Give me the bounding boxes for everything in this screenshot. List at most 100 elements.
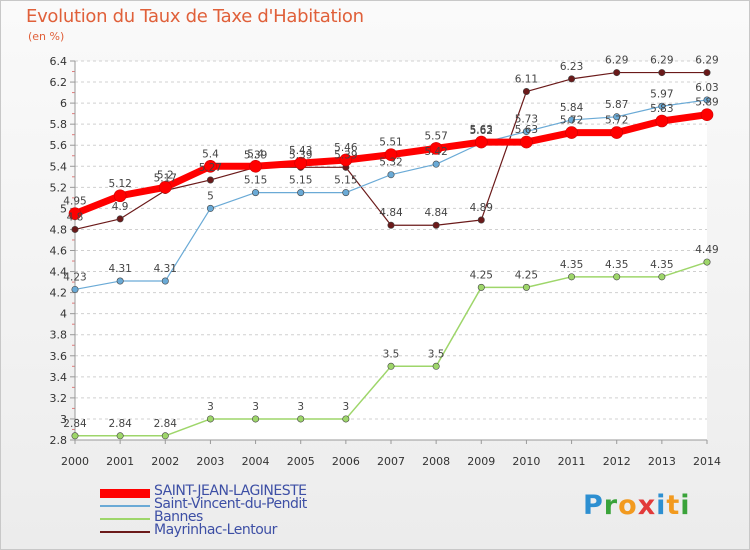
- data-label: 3: [207, 401, 214, 413]
- data-label: 3.5: [428, 348, 445, 360]
- unit-label: (en %): [28, 30, 65, 43]
- data-point: [432, 221, 440, 229]
- data-point: [703, 96, 711, 104]
- legend-label: Saint-Vincent-du-Pendit: [154, 496, 307, 512]
- data-label: 4.31: [154, 263, 177, 275]
- data-label: 4.31: [108, 263, 131, 275]
- data-label: 3: [252, 401, 259, 413]
- data-label: 5.12: [108, 178, 131, 190]
- data-label: 4.35: [560, 259, 583, 271]
- data-label: 5.72: [605, 115, 628, 127]
- y-tick-label: 4.4: [50, 266, 68, 279]
- data-label: 4.25: [515, 269, 538, 281]
- y-tick-label: 5.4: [50, 160, 68, 173]
- x-tick-label: 2006: [332, 455, 360, 468]
- data-point: [342, 189, 350, 197]
- data-point: [429, 142, 443, 155]
- data-label: 6.03: [695, 82, 718, 94]
- data-point: [613, 113, 621, 121]
- data-point: [522, 88, 530, 96]
- data-label: 5.32: [379, 157, 402, 169]
- data-label: 4.9: [112, 201, 129, 213]
- legend-item: Saint-Vincent-du-Pendit: [100, 496, 360, 513]
- legend-swatch: [100, 518, 150, 520]
- legend-label: Bannes: [154, 509, 203, 525]
- x-tick-label: 2000: [61, 455, 89, 468]
- data-point: [568, 116, 576, 124]
- data-label: 4.84: [379, 207, 403, 219]
- data-label: 5.51: [379, 137, 402, 149]
- data-point: [297, 189, 305, 197]
- data-label: 4.23: [63, 271, 86, 283]
- x-tick-label: 2013: [648, 455, 676, 468]
- data-point: [68, 207, 82, 220]
- x-tick-label: 2008: [422, 455, 450, 468]
- data-point: [71, 225, 79, 233]
- y-tick-label: 3.4: [50, 371, 68, 384]
- data-label: 5.83: [650, 103, 673, 115]
- legend-item: Mayrinhac-Lentour: [100, 522, 360, 539]
- data-point: [658, 273, 666, 281]
- plot-area: [75, 61, 707, 440]
- data-point: [613, 273, 621, 281]
- data-point: [252, 189, 260, 197]
- data-label: 5.15: [334, 175, 357, 187]
- data-point: [204, 159, 217, 173]
- data-label: 5.84: [560, 102, 584, 114]
- data-label: 5.97: [650, 88, 673, 100]
- data-label: 5.46: [334, 142, 358, 154]
- data-point: [116, 215, 124, 223]
- y-tick-label: 3: [60, 413, 67, 426]
- data-point: [71, 432, 79, 440]
- x-tick-label: 2009: [467, 455, 495, 468]
- data-label: 3: [297, 401, 304, 413]
- y-tick-label: 4.6: [50, 245, 68, 258]
- x-tick-label: 2010: [512, 455, 540, 468]
- y-tick-label: 4: [60, 308, 67, 321]
- data-label: 5.57: [424, 130, 447, 142]
- legend-item: SAINT-JEAN-LAGINESTE: [100, 483, 360, 500]
- data-label: 4.49: [695, 244, 718, 256]
- y-tick-label: 3.8: [50, 329, 68, 342]
- data-label: 4.84: [424, 207, 448, 219]
- proxiti-logo: Proxiti: [583, 490, 691, 521]
- y-tick-label: 3.2: [50, 392, 68, 405]
- data-point: [116, 432, 124, 440]
- logo-letter: i: [656, 490, 667, 521]
- x-tick-label: 2002: [151, 455, 179, 468]
- data-point: [387, 362, 395, 370]
- data-point: [387, 221, 395, 229]
- data-label: 5.15: [244, 175, 267, 187]
- y-tick-label: 5.8: [50, 118, 68, 131]
- data-label: 5.4: [202, 148, 219, 160]
- data-label: 2.84: [63, 418, 87, 430]
- y-tick-label: 4.8: [50, 223, 68, 236]
- data-label: 5.17: [154, 172, 177, 184]
- data-point: [206, 204, 214, 212]
- data-point: [206, 176, 214, 184]
- data-label: 5.63: [515, 124, 538, 136]
- data-label: 3.5: [383, 348, 400, 360]
- data-label: 5.87: [605, 99, 628, 111]
- legend-label: Mayrinhac-Lentour: [154, 522, 277, 538]
- data-label: 6.29: [650, 55, 673, 67]
- data-point: [520, 135, 533, 149]
- legend-swatch: [100, 531, 150, 533]
- data-point: [613, 69, 621, 77]
- data-point: [297, 415, 305, 423]
- data-label: 5.72: [560, 115, 583, 127]
- x-tick-label: 2014: [693, 455, 721, 468]
- data-point: [432, 160, 440, 168]
- data-point: [655, 114, 669, 128]
- data-label: 6.29: [605, 55, 628, 67]
- data-point: [700, 108, 714, 121]
- y-tick-label: 2.8: [50, 434, 68, 447]
- y-tick-label: 5: [60, 202, 67, 215]
- data-label: 5.39: [289, 149, 312, 161]
- data-point: [158, 181, 172, 194]
- data-label: 4.25: [470, 269, 493, 281]
- data-point: [339, 153, 353, 167]
- data-point: [477, 283, 485, 291]
- legend-swatch: [100, 488, 150, 498]
- data-point: [252, 415, 260, 423]
